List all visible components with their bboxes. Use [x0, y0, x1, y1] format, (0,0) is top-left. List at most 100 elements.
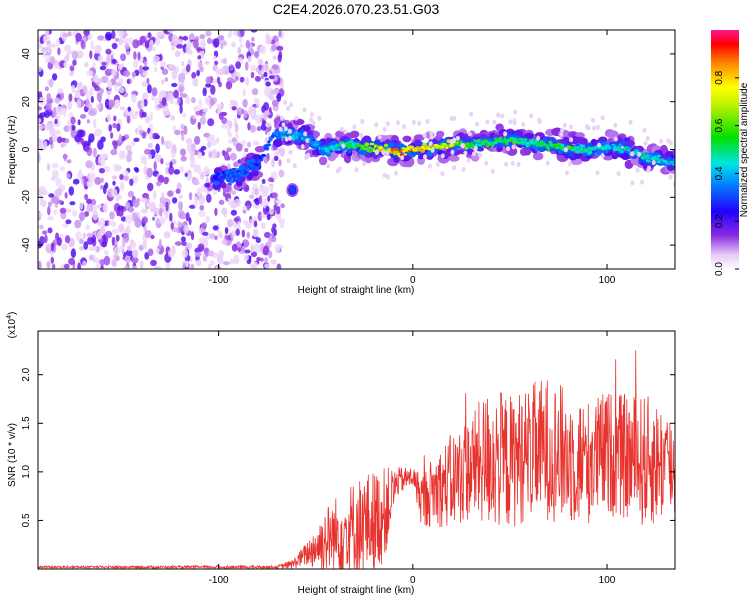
spectrogram-noise-cell — [102, 202, 108, 213]
spectrogram-noise-cell — [57, 88, 64, 94]
spectrogram-noise-cell — [171, 197, 178, 204]
spectrogram-noise-cell — [160, 61, 167, 68]
spectrogram-noise-cell — [227, 219, 234, 228]
spectrogram-faint-cell — [616, 171, 621, 177]
spectrogram-ridge-cell — [383, 143, 389, 148]
spectrogram-noise-cell — [280, 84, 285, 89]
spectrogram-noise-cell — [106, 113, 112, 122]
spectrogram-noise-cell — [275, 199, 282, 204]
spectrogram-ridge-cell — [664, 160, 668, 163]
spectrogram-noise-cell — [269, 208, 274, 216]
spectrogram-noise-cell — [66, 173, 71, 179]
spectrogram-ridge-cell — [469, 142, 474, 146]
spectrogram-noise-cell — [174, 50, 181, 58]
spectrogram-noise-cell — [100, 265, 104, 269]
spectrogram-noise-cell — [123, 265, 129, 269]
spectrogram-noise-cell — [192, 77, 199, 87]
spectrogram-noise-cell — [231, 229, 236, 238]
spectrogram-noise-cell — [149, 201, 156, 212]
spectrogram-ridge-cell — [511, 141, 516, 144]
spectrogram-faint-cell — [600, 115, 605, 121]
spectrogram-ridge-cell — [359, 147, 364, 151]
spectrogram-noise-cell — [250, 71, 255, 79]
spectrogram-faint-cell — [565, 170, 569, 176]
spectrogram-noise-cell — [86, 198, 92, 204]
spectrogram-noise-cell — [233, 161, 239, 168]
spectrogram-noise-cell — [179, 165, 184, 173]
spectrogram-noise-cell — [85, 90, 91, 100]
spectrogram-noise-cell — [280, 203, 285, 209]
spectrogram-noise-cell — [242, 99, 248, 108]
spectrogram-noise-cell — [185, 64, 191, 73]
snr-series-line — [38, 350, 675, 569]
spectrogram-ridge-cell — [358, 144, 361, 147]
spectrogram-faint-cell — [492, 119, 497, 125]
spectrogram-noise-cell — [155, 143, 160, 154]
spectrogram-noise-cell — [90, 40, 95, 51]
spectrogram-faint-cell — [352, 124, 357, 130]
spectrogram-noise-cell — [274, 244, 281, 253]
spectrogram-noise-cell — [110, 149, 118, 156]
spectrogram-noise-cell — [234, 76, 239, 81]
spectrogram-noise-cell — [99, 225, 106, 234]
spectrogram-noise-cell — [74, 90, 81, 99]
spectrogram-noise-cell — [67, 31, 72, 37]
spectrogram-ridge-cell — [437, 145, 440, 148]
spectrogram-faint-cell — [359, 133, 364, 138]
spectrogram-noise-cell — [179, 86, 183, 97]
spectrogram-noise-cell — [99, 65, 107, 71]
spectrogram-noise-cell — [143, 148, 152, 155]
spectrogram-noise-cell — [160, 158, 164, 165]
spectrogram-ridge-cell — [575, 146, 578, 149]
spectrogram-noise-cell — [146, 167, 153, 178]
spectrogram-noise-cell — [169, 95, 175, 105]
spectrogram-noise-cell — [53, 209, 58, 216]
spectrogram-noise-cell — [269, 185, 274, 193]
spectrogram-x-tick-label: -100 — [209, 275, 229, 286]
spectrogram-noise-cell — [205, 215, 210, 224]
spectrogram-ridge-cell — [370, 147, 374, 150]
spectrogram-ridge-cell — [255, 162, 258, 166]
spectrogram-ridge-cell — [557, 142, 561, 146]
spectrogram-noise-cell — [72, 50, 78, 60]
spectrogram-faint-cell — [600, 153, 605, 159]
spectrogram-ridge-cell — [402, 150, 405, 153]
spectrogram-noise-cell — [251, 186, 255, 197]
spectrogram-noise-cell — [154, 265, 162, 269]
spectrogram-faint-cell — [429, 130, 434, 136]
spectrogram-ridge-cell — [457, 142, 461, 146]
spectrogram-ridge-cell — [494, 141, 498, 144]
spectrogram-noise-cell — [44, 234, 48, 244]
spectrogram-panel: -100 0 100 -40 -20 0 20 40 Height of straight … — [7, 29, 676, 296]
spectrogram-noise-cell — [250, 244, 254, 253]
spectrogram-noise-cell — [64, 208, 72, 213]
spectrogram-noise-cell — [250, 30, 258, 33]
spectrogram-noise-cell — [125, 144, 132, 152]
spectrogram-ridge-cell — [251, 158, 256, 163]
spectrogram-faint-cell — [417, 120, 422, 126]
spectrogram-noise-cell — [129, 178, 134, 186]
spectrogram-noise-cell — [54, 118, 58, 125]
spectrogram-noise-cell — [229, 30, 233, 36]
spectrogram-faint-cell — [475, 121, 480, 127]
spectrogram-noise-cell — [147, 182, 154, 192]
spectrogram-noise-cell — [174, 241, 182, 246]
spectrogram-noise-cell — [56, 39, 60, 47]
spectrogram-noise-cell — [62, 32, 69, 38]
spectrogram-noise-cell — [208, 150, 213, 159]
spectrogram-faint-cell — [326, 163, 331, 169]
spectrogram-ridge-cell — [373, 139, 381, 145]
spectrogram-ridge-cell — [578, 148, 582, 152]
spectrogram-noise-cell — [268, 250, 273, 259]
spectrogram-noise-cell — [233, 198, 241, 208]
spectrogram-ridge-cell — [301, 136, 304, 140]
spectrogram-noise-cell — [51, 163, 59, 169]
spectrogram-noise-cell — [111, 68, 117, 77]
spectrogram-noise-cell — [172, 143, 177, 154]
spectrogram-noise-cell — [152, 46, 156, 52]
spectrogram-noise-cell — [264, 257, 268, 264]
spectrogram-noise-cell — [86, 119, 91, 124]
spectrogram-noise-cell — [132, 249, 139, 259]
spectrogram-faint-cell — [500, 113, 505, 119]
spectrogram-faint-cell — [640, 179, 645, 185]
